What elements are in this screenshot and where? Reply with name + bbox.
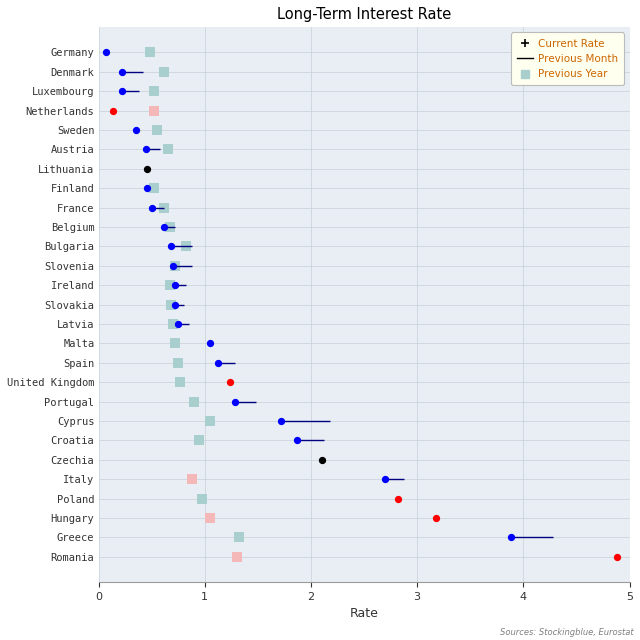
Point — [148, 86, 159, 97]
Point — [225, 377, 236, 387]
Point — [173, 319, 184, 329]
Point — [117, 67, 127, 77]
Point — [212, 358, 223, 368]
Legend: Current Rate, Previous Month, Previous Year: Current Rate, Previous Month, Previous Y… — [511, 33, 625, 85]
Point — [196, 493, 207, 504]
Point — [148, 106, 159, 116]
Point — [180, 241, 191, 252]
Point — [205, 339, 215, 349]
Point — [170, 300, 180, 310]
Point — [117, 86, 127, 97]
Point — [234, 532, 244, 543]
Point — [229, 397, 239, 407]
Point — [292, 435, 302, 445]
Point — [159, 202, 170, 212]
Point — [108, 106, 118, 116]
Point — [380, 474, 390, 484]
Point — [170, 260, 180, 271]
Point — [317, 454, 327, 465]
Point — [187, 474, 197, 484]
Point — [145, 47, 155, 58]
Point — [431, 513, 442, 523]
Point — [205, 416, 215, 426]
Point — [164, 222, 175, 232]
Point — [195, 435, 205, 445]
Point — [163, 145, 173, 155]
Point — [141, 145, 152, 155]
Point — [175, 377, 186, 387]
Point — [101, 47, 111, 58]
Point — [173, 358, 184, 368]
Point — [205, 513, 215, 523]
Point — [142, 164, 152, 174]
Title: Long-Term Interest Rate: Long-Term Interest Rate — [277, 7, 451, 22]
Point — [164, 280, 175, 291]
Point — [170, 280, 180, 291]
Point — [506, 532, 516, 543]
Point — [148, 183, 159, 193]
Point — [168, 260, 178, 271]
Point — [189, 397, 199, 407]
Point — [166, 300, 176, 310]
X-axis label: Rate: Rate — [349, 607, 378, 620]
Point — [232, 552, 242, 562]
Point — [159, 222, 170, 232]
Text: Sources: Stockingblue, Eurostat: Sources: Stockingblue, Eurostat — [500, 628, 634, 637]
Point — [276, 416, 286, 426]
Point — [393, 493, 403, 504]
Point — [131, 125, 141, 135]
Point — [142, 183, 152, 193]
Point — [152, 125, 162, 135]
Point — [168, 319, 178, 329]
Point — [159, 67, 170, 77]
Point — [612, 552, 622, 562]
Point — [147, 202, 157, 212]
Point — [166, 241, 176, 252]
Point — [170, 339, 180, 349]
